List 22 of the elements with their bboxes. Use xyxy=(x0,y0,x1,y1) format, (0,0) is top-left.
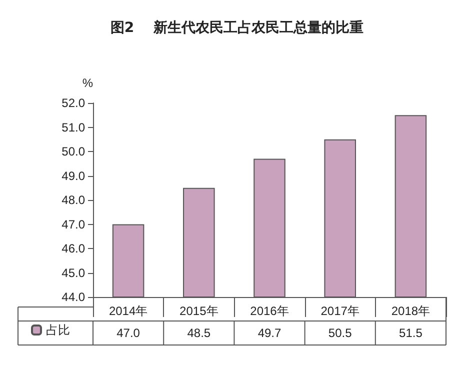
data-label: 51.5 xyxy=(399,326,423,340)
data-label: 47.0 xyxy=(116,326,140,340)
x-tick-label: 2018年 xyxy=(391,304,430,318)
y-axis-title: % xyxy=(82,76,94,90)
x-tick-label: 2017年 xyxy=(320,304,360,318)
y-tick-label: 45.0 xyxy=(62,266,86,280)
x-tick-label: 2014年 xyxy=(108,304,148,318)
x-tick-label: 2016年 xyxy=(250,304,289,318)
y-tick-label: 52.0 xyxy=(62,96,86,110)
x-tick-label: 2015年 xyxy=(180,304,218,318)
y-tick-label: 49.0 xyxy=(62,168,86,183)
data-label: 48.5 xyxy=(187,326,211,340)
data-label: 49.7 xyxy=(258,326,282,340)
y-tick-label: 47.0 xyxy=(62,217,86,232)
y-tick-label: 46.0 xyxy=(62,242,86,256)
y-tick-label: 48.0 xyxy=(62,193,86,207)
legend-label: 占比 xyxy=(46,323,70,337)
data-label: 50.5 xyxy=(328,326,352,340)
y-tick-label: 44.0 xyxy=(62,290,86,304)
y-tick-label: 51.0 xyxy=(62,120,86,134)
y-tick-label: 50.0 xyxy=(62,144,86,158)
chart-title: 图2 新生代农民工占农民工总量的比重 xyxy=(110,19,364,36)
